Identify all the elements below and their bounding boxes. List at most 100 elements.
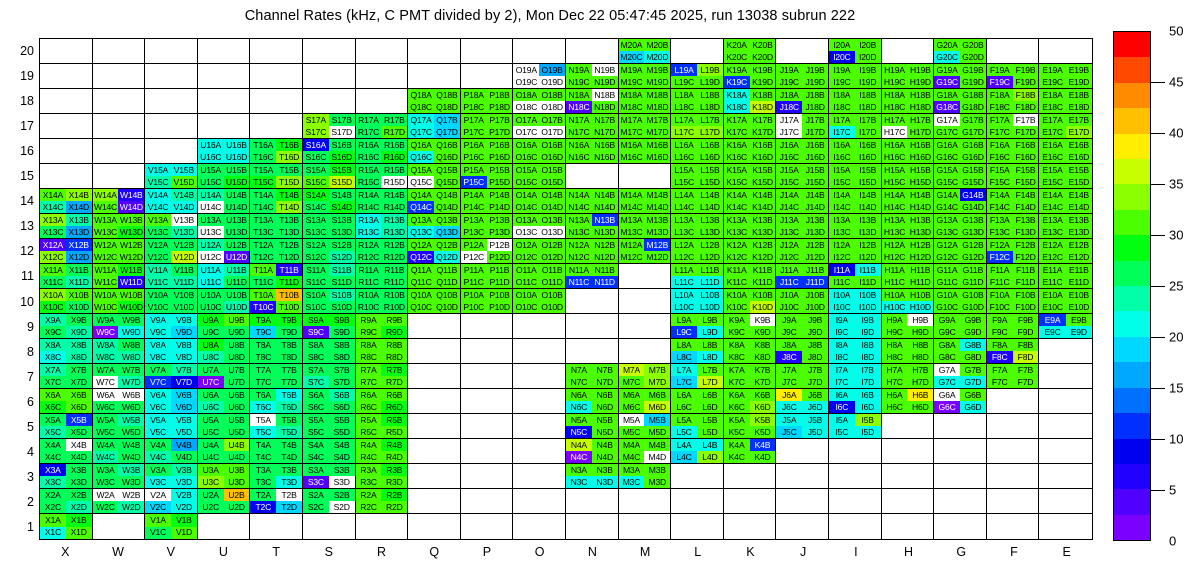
channel-V8B: V8B bbox=[170, 339, 197, 351]
channel-K8A: K8A bbox=[723, 339, 750, 351]
channel-V15A: V15A bbox=[145, 164, 171, 176]
grid-cell-H16: H16A H16B H16C H16D bbox=[881, 139, 935, 164]
grid-cell-S17: S17A S17B S17C S17D bbox=[302, 114, 356, 139]
channel-V4D: V4D bbox=[170, 451, 197, 463]
channel-I18B: I18B bbox=[854, 89, 881, 101]
channel-S15A: S15A bbox=[302, 164, 329, 176]
channel-I6D: I6D bbox=[854, 401, 881, 413]
channel-M7D: M7D bbox=[644, 376, 671, 388]
channel-X8C: X8C bbox=[40, 351, 66, 363]
channel-F7C: F7C bbox=[986, 376, 1013, 388]
grid-cell-G3 bbox=[934, 464, 987, 489]
grid-cell-E14: E14A E14B E14C E14D bbox=[1039, 189, 1092, 214]
channel-O10A: O10A bbox=[513, 289, 540, 301]
colorbar-band-19 bbox=[1114, 57, 1150, 83]
channel-X9A: X9A bbox=[40, 314, 66, 326]
channel-O11C: O11C bbox=[513, 276, 540, 288]
grid-cell-N16: N16A N16B N16C N16D bbox=[565, 139, 619, 164]
channel-N16B: N16B bbox=[591, 139, 618, 151]
channel-J9B: J9B bbox=[802, 314, 828, 326]
colorbar-gradient bbox=[1113, 31, 1151, 541]
channel-V9A: V9A bbox=[145, 314, 171, 326]
channel-L18C: L18C bbox=[671, 101, 697, 113]
grid-cell-Q20 bbox=[408, 39, 461, 64]
channel-J6A: J6A bbox=[776, 389, 803, 401]
grid-cell-S14: S14A S14B S14C S14D bbox=[302, 189, 356, 214]
colorbar-tick-label-5: 5 bbox=[1169, 482, 1177, 498]
channel-H18A: H18A bbox=[881, 89, 908, 101]
channel-X12D: X12D bbox=[65, 251, 92, 263]
channel-V12A: V12A bbox=[145, 239, 171, 251]
channel-L8D: L8D bbox=[696, 351, 723, 363]
colorbar-band-20 bbox=[1114, 32, 1150, 58]
channel-I14A: I14A bbox=[828, 189, 855, 201]
channel-P14C: P14C bbox=[460, 201, 487, 213]
grid-cell-T19 bbox=[250, 64, 303, 89]
channel-L10A: L10A bbox=[671, 289, 697, 301]
channel-F14D: F14D bbox=[1012, 201, 1039, 213]
grid-cell-Q5 bbox=[408, 414, 461, 439]
grid-cell-W19 bbox=[92, 64, 146, 89]
channel-X5C: X5C bbox=[40, 426, 66, 438]
channel-K16B: K16B bbox=[749, 139, 776, 151]
channel-F18A: F18A bbox=[986, 89, 1013, 101]
channel-S3D: S3D bbox=[328, 476, 355, 488]
channel-N14A: N14A bbox=[565, 189, 592, 201]
channel-I9B: I9B bbox=[854, 314, 881, 326]
channel-H12A: H12A bbox=[881, 239, 908, 251]
channel-E18B: E18B bbox=[1065, 89, 1092, 101]
channel-X4B: X4B bbox=[65, 439, 92, 451]
channel-L6D: L6D bbox=[696, 401, 723, 413]
grid-cell-W16 bbox=[92, 139, 146, 164]
channel-S6B: S6B bbox=[328, 389, 355, 401]
channel-S17A: S17A bbox=[302, 114, 329, 126]
channel-M6C: M6C bbox=[618, 401, 645, 413]
grid-cell-K12: K12A K12B K12C K12D bbox=[723, 239, 777, 264]
grid-cell-W20 bbox=[92, 39, 146, 64]
channel-N13D: N13D bbox=[591, 226, 618, 238]
channel-U9B: U9B bbox=[223, 314, 250, 326]
channel-S14B: S14B bbox=[328, 189, 355, 201]
colorbar-tick-10 bbox=[1151, 439, 1165, 440]
channel-E17B: E17B bbox=[1065, 114, 1092, 126]
channel-V12B: V12B bbox=[170, 239, 197, 251]
grid-cell-W7: W7A W7B W7C W7D bbox=[92, 364, 146, 389]
channel-F14C: F14C bbox=[986, 201, 1013, 213]
channel-M16A: M16A bbox=[618, 139, 645, 151]
grid-cell-L9: L9A L9B L9C L9D bbox=[671, 314, 724, 339]
channel-H14B: H14B bbox=[907, 189, 934, 201]
channel-O16D: O16D bbox=[539, 151, 565, 163]
channel-I8C: I8C bbox=[828, 351, 855, 363]
channel-K13C: K13C bbox=[723, 226, 750, 238]
colorbar-tick-35 bbox=[1151, 184, 1165, 185]
grid-cell-Q18: Q18A Q18B Q18C Q18D bbox=[408, 89, 461, 114]
channel-G19C: G19C bbox=[934, 76, 960, 88]
channel-H12C: H12C bbox=[881, 251, 908, 263]
channel-L15C: L15C bbox=[671, 176, 697, 188]
channel-G20A: G20A bbox=[934, 39, 960, 51]
channel-H11C: H11C bbox=[881, 276, 908, 288]
channel-X11D: X11D bbox=[65, 276, 92, 288]
channel-S14C: S14C bbox=[302, 201, 329, 213]
channel-J19D: J19D bbox=[802, 76, 828, 88]
channel-H6B: H6B bbox=[907, 389, 934, 401]
channel-I9D: I9D bbox=[854, 326, 881, 338]
channel-J17C: J17C bbox=[776, 126, 803, 138]
channel-S2D: S2D bbox=[328, 501, 355, 513]
grid-cell-M15 bbox=[618, 164, 672, 189]
channel-J6D: J6D bbox=[802, 401, 828, 413]
channel-W4D: W4D bbox=[118, 451, 145, 463]
colorbar-band-4 bbox=[1114, 438, 1150, 464]
colorbar-band-16 bbox=[1114, 133, 1150, 160]
channel-T16A: T16A bbox=[250, 139, 277, 151]
channel-R5A: R5A bbox=[355, 414, 382, 426]
channel-M20D: M20D bbox=[644, 51, 671, 63]
grid-cell-X4: X4A X4B X4C X4D bbox=[40, 439, 93, 464]
channel-W13B: W13B bbox=[118, 214, 145, 226]
grid-cell-R16: R16A R16B R16C R16D bbox=[355, 139, 409, 164]
channel-T6C: T6C bbox=[250, 401, 277, 413]
grid-cell-M4: M4A M4B M4C M4D bbox=[618, 439, 672, 464]
channel-N6A: N6A bbox=[565, 389, 592, 401]
channel-T4B: T4B bbox=[276, 439, 302, 451]
grid-cell-L13: L13A L13B L13C L13D bbox=[671, 214, 724, 239]
